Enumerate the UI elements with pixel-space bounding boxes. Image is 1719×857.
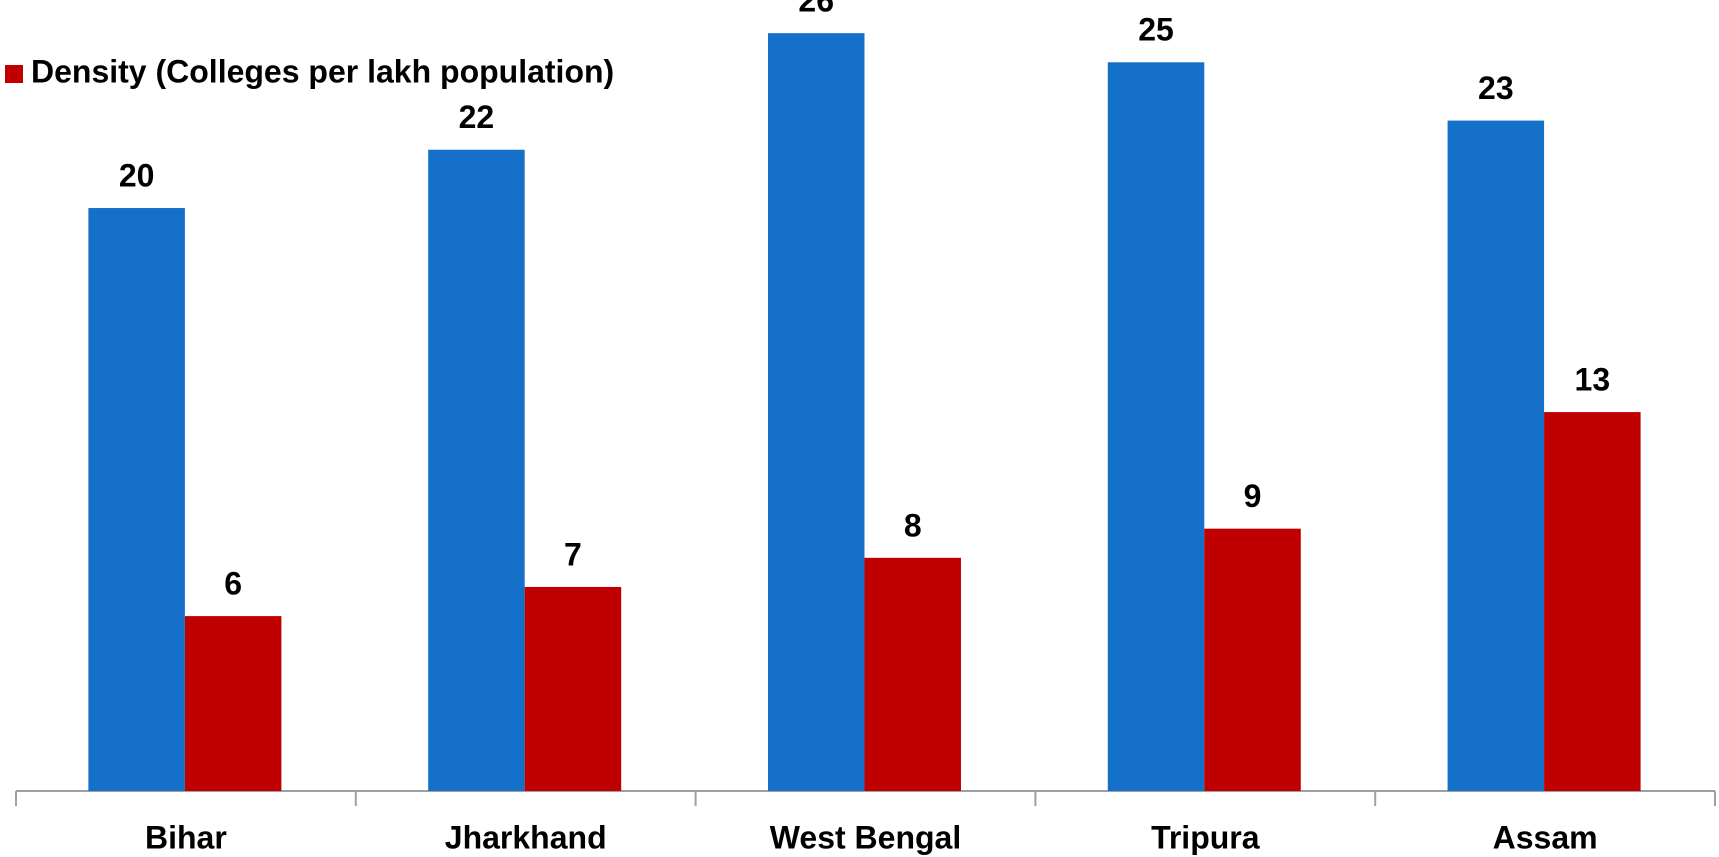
bar (767, 33, 865, 792)
x-tick-label: Assam (1493, 819, 1598, 855)
value-label: 8 (904, 507, 922, 543)
value-label: 9 (1244, 478, 1262, 514)
x-tick-label: Bihar (145, 819, 227, 855)
value-label: 22 (459, 99, 495, 135)
bar (864, 557, 961, 791)
bar (1204, 528, 1301, 791)
value-label: 6 (224, 566, 242, 602)
value-label: 7 (564, 536, 582, 572)
x-tick-label: West Bengal (770, 819, 961, 855)
legend-swatch (5, 65, 23, 83)
bar (524, 586, 622, 791)
legend-label: Density (Colleges per lakh population) (31, 53, 614, 89)
bar (88, 208, 185, 791)
bar (1107, 62, 1205, 792)
value-label: 23 (1478, 70, 1514, 106)
value-label: 13 (1575, 362, 1611, 398)
value-label: 25 (1138, 12, 1174, 48)
value-label: 20 (119, 157, 155, 193)
x-tick-label: Jharkhand (445, 819, 607, 855)
bar (1544, 412, 1641, 791)
value-label: 26 (798, 0, 834, 19)
bar (1447, 120, 1545, 791)
x-tick-label: Tripura (1151, 819, 1260, 855)
bar (428, 149, 525, 792)
bar (184, 616, 282, 791)
